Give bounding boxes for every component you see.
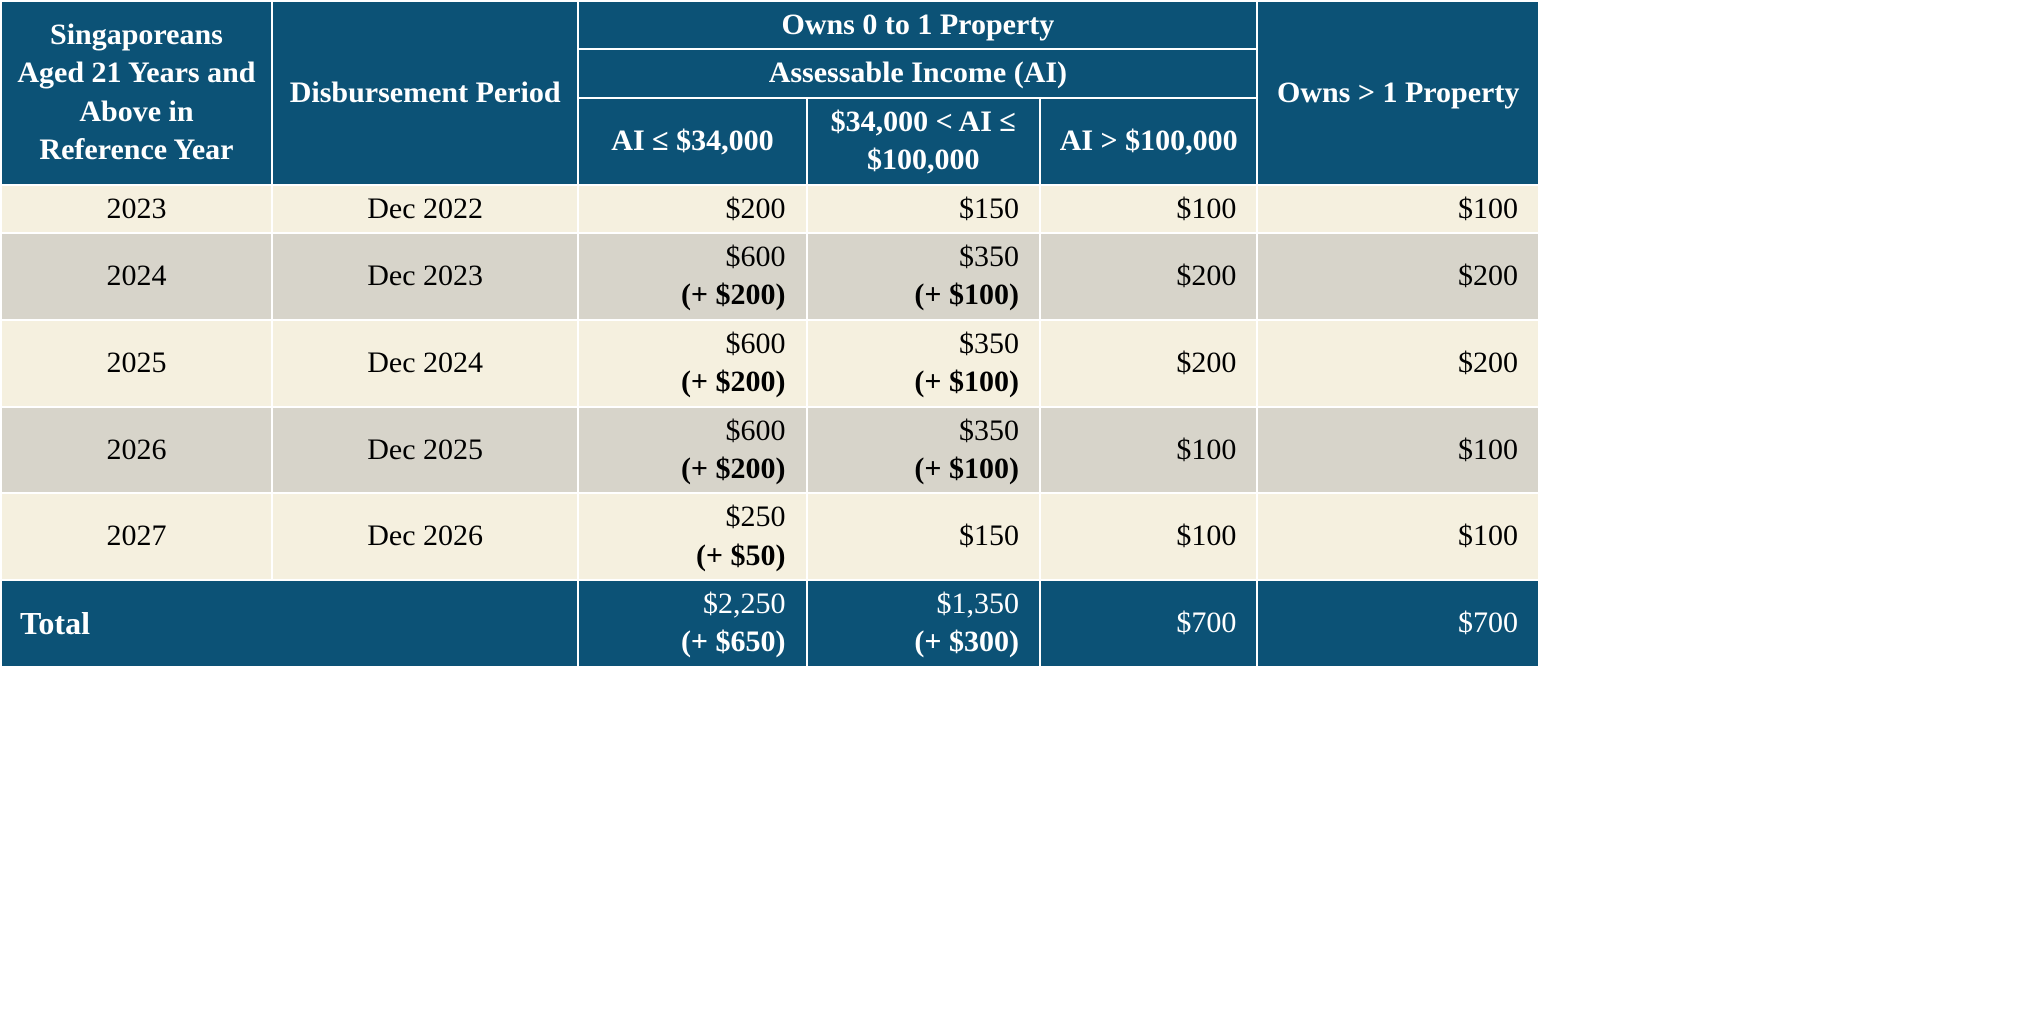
cell-year: 2026 — [1, 407, 272, 494]
cell-ai2: $350(+ $100) — [807, 320, 1040, 407]
cell-owns-gt1: $100 — [1257, 185, 1539, 233]
ai1-extra: (+ $50) — [591, 537, 785, 575]
cell-owns-gt1: $100 — [1257, 493, 1539, 580]
header-owns-0-1: Owns 0 to 1 Property — [578, 1, 1257, 49]
cell-year: 2024 — [1, 233, 272, 320]
total-ai1-value: $2,250 — [703, 587, 786, 620]
cell-ai3: $100 — [1040, 185, 1257, 233]
total-row: Total $2,250 (+ $650) $1,350 (+ $300) $7… — [1, 580, 1539, 667]
cell-ai1: $600(+ $200) — [578, 407, 806, 494]
header-owns-gt-1: Owns > 1 Property — [1257, 1, 1539, 185]
cell-owns-gt1: $200 — [1257, 320, 1539, 407]
ai1-extra: (+ $200) — [591, 276, 785, 314]
header-ai-tier-3: AI > $100,000 — [1040, 98, 1257, 185]
cell-period: Dec 2026 — [272, 493, 579, 580]
total-ai2-value: $1,350 — [936, 587, 1019, 620]
ai1-value: $250 — [726, 500, 786, 533]
table-row: 2025Dec 2024$600(+ $200)$350(+ $100)$200… — [1, 320, 1539, 407]
header-reference-year: Singaporeans Aged 21 Years and Above in … — [1, 1, 272, 185]
ai1-value: $600 — [726, 414, 786, 447]
table-row: 2024Dec 2023$600(+ $200)$350(+ $100)$200… — [1, 233, 1539, 320]
cell-ai1: $600(+ $200) — [578, 233, 806, 320]
cell-ai3: $100 — [1040, 493, 1257, 580]
ai2-value: $350 — [959, 240, 1019, 273]
cell-ai2: $350(+ $100) — [807, 233, 1040, 320]
disbursement-table: Singaporeans Aged 21 Years and Above in … — [0, 0, 1540, 668]
table-row: 2023Dec 2022 $200 $150 $100$100 — [1, 185, 1539, 233]
total-ai1-extra: (+ $650) — [591, 623, 785, 661]
header-ai-tier-2: $34,000 < AI ≤ $100,000 — [807, 98, 1040, 185]
cell-ai1: $250 (+ $50) — [578, 493, 806, 580]
table-row: 2027Dec 2026 $250 (+ $50) $150 $100$100 — [1, 493, 1539, 580]
ai1-value: $200 — [726, 192, 786, 225]
total-ai2-extra: (+ $300) — [820, 623, 1019, 661]
total-ai2: $1,350 (+ $300) — [807, 580, 1040, 667]
ai2-value: $350 — [959, 414, 1019, 447]
cell-year: 2025 — [1, 320, 272, 407]
cell-year: 2027 — [1, 493, 272, 580]
total-label: Total — [1, 580, 578, 667]
ai2-value: $150 — [959, 519, 1019, 552]
table-body: 2023Dec 2022$200$150$100$1002024Dec 2023… — [1, 185, 1539, 581]
total-ai1: $2,250 (+ $650) — [578, 580, 806, 667]
ai1-extra: (+ $200) — [591, 363, 785, 401]
cell-period: Dec 2025 — [272, 407, 579, 494]
cell-period: Dec 2024 — [272, 320, 579, 407]
cell-owns-gt1: $100 — [1257, 407, 1539, 494]
cell-ai3: $200 — [1040, 320, 1257, 407]
ai2-extra: (+ $100) — [820, 450, 1019, 488]
ai2-extra: (+ $100) — [820, 363, 1019, 401]
cell-ai3: $200 — [1040, 233, 1257, 320]
ai1-extra: (+ $200) — [591, 450, 785, 488]
header-assessable-income: Assessable Income (AI) — [578, 49, 1257, 97]
cell-ai1: $600(+ $200) — [578, 320, 806, 407]
cell-year: 2023 — [1, 185, 272, 233]
ai1-value: $600 — [726, 327, 786, 360]
disbursement-table-container: Singaporeans Aged 21 Years and Above in … — [0, 0, 1540, 668]
cell-period: Dec 2023 — [272, 233, 579, 320]
header-disbursement-period: Disbursement Period — [272, 1, 579, 185]
ai2-extra: (+ $100) — [820, 276, 1019, 314]
table-row: 2026Dec 2025$600(+ $200)$350(+ $100)$100… — [1, 407, 1539, 494]
header-ai-tier-1: AI ≤ $34,000 — [578, 98, 806, 185]
cell-ai2: $350(+ $100) — [807, 407, 1040, 494]
ai1-value: $600 — [726, 240, 786, 273]
cell-owns-gt1: $200 — [1257, 233, 1539, 320]
cell-ai3: $100 — [1040, 407, 1257, 494]
total-ai3: $700 — [1040, 580, 1257, 667]
ai2-value: $150 — [959, 192, 1019, 225]
cell-ai1: $200 — [578, 185, 806, 233]
total-owns-gt1: $700 — [1257, 580, 1539, 667]
cell-period: Dec 2022 — [272, 185, 579, 233]
cell-ai2: $150 — [807, 493, 1040, 580]
cell-ai2: $150 — [807, 185, 1040, 233]
ai2-value: $350 — [959, 327, 1019, 360]
